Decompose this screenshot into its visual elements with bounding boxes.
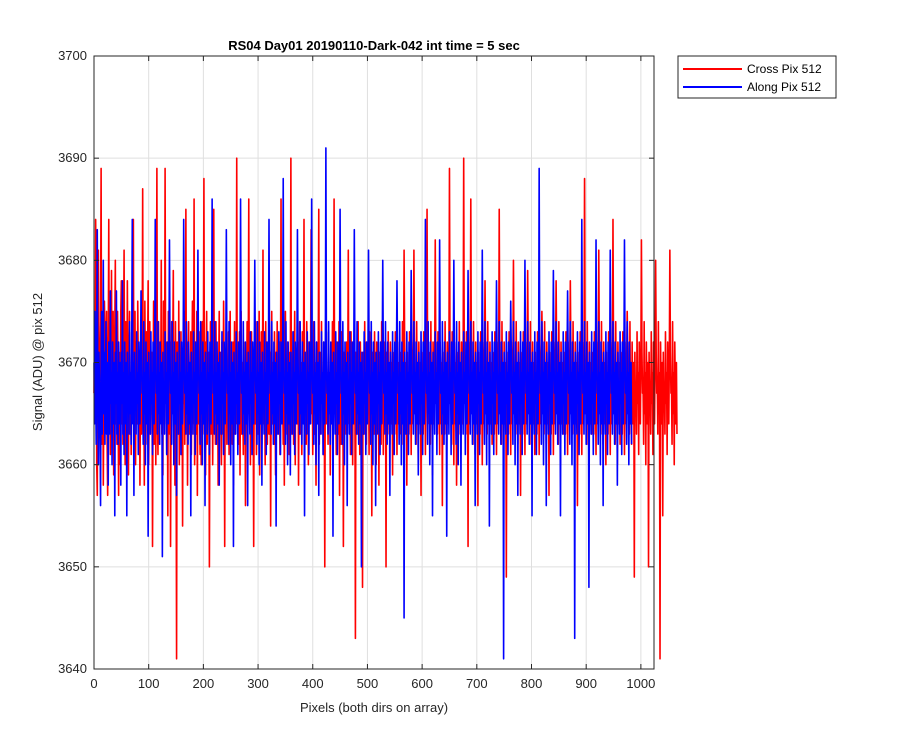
legend-label-cross: Cross Pix 512 [747,62,822,76]
x-tick-label: 600 [411,676,433,691]
x-tick-label: 800 [521,676,543,691]
y-tick-label: 3690 [58,150,87,165]
series-lines [93,147,678,660]
y-tick-label: 3660 [58,457,87,472]
chart-title: RS04 Day01 20190110-Dark-042 int time = … [228,38,520,53]
x-axis-label: Pixels (both dirs on array) [300,700,448,715]
x-tick-label: 300 [247,676,269,691]
tick-labels: 0 100 200 300 400 500 600 700 800 900 1000 3640 3650… [58,48,655,691]
y-tick-label: 3640 [58,661,87,676]
legend-box [677,55,837,99]
x-tick-label: 400 [302,676,324,691]
x-tick-label: 0 [90,676,97,691]
x-tick-label: 700 [466,676,488,691]
x-tick-label: 900 [575,676,597,691]
legend-label-along: Along Pix 512 [747,80,821,94]
ticks [93,55,654,670]
x-tick-label: 100 [138,676,160,691]
y-tick-label: 3700 [58,48,87,63]
x-tick-label: 1000 [626,676,655,691]
x-tick-label: 200 [193,676,215,691]
x-tick-label: 500 [357,676,379,691]
y-tick-label: 3670 [58,355,87,370]
y-tick-label: 3650 [58,559,87,574]
y-tick-label: 3680 [58,252,87,267]
legend: Cross Pix 512 Along Pix 512 [677,55,837,99]
y-axis-label: Signal (ADU) @ pix 512 [30,293,45,431]
series-line-along-pix-512 [93,147,633,660]
